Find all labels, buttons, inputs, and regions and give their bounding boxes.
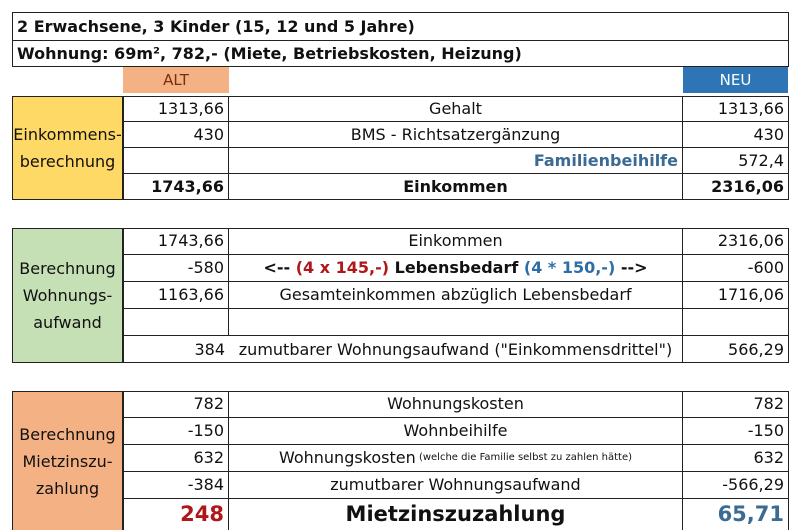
calc-neu: (4 * 150,-): [523, 258, 616, 277]
cell-label: Gesamteinkommen abzüglich Lebensbedarf: [229, 282, 683, 309]
cell-neu-total: 2316,06: [711, 177, 784, 196]
cell-label: Wohnungskosten: [229, 391, 683, 418]
group-label-line: Berechnung: [19, 424, 116, 444]
cell-label-familienbeihilfe: Familienbeihilfe: [229, 148, 683, 174]
cell-alt: 782: [123, 391, 229, 418]
cell-label: BMS - Richtsatzergänzung: [229, 122, 683, 148]
cell-alt: -150: [123, 418, 229, 445]
cell-neu: -566,29: [683, 472, 788, 499]
cell-alt: 1163,66: [123, 282, 229, 309]
cell-neu: 782: [683, 391, 788, 418]
arrow-right-text: -->: [615, 258, 648, 277]
group-label-line: Wohnungs-: [22, 286, 113, 305]
group-label-line: Einkommens-: [13, 125, 122, 144]
block-income-frame: [123, 96, 789, 200]
group-label-line: Mietzinszu-: [22, 451, 113, 471]
cell-neu: 430: [683, 122, 788, 148]
lebensbedarf-label: Lebensbedarf: [389, 258, 524, 277]
cell-neu: 1313,66: [683, 96, 788, 122]
cell-label: Wohnungskosten: [278, 448, 416, 467]
cell-neu: 572,4: [683, 148, 788, 174]
cell-label: zumutbarer Wohnungsaufwand ("Einkommensd…: [229, 336, 683, 363]
cell-alt-total: 1743,66: [123, 174, 229, 200]
cell-neu: -600: [683, 255, 788, 282]
result-neu: 65,71: [717, 502, 784, 526]
cell-neu: 566,29: [728, 339, 784, 359]
result-label: Mietzinszuzahlung: [229, 499, 683, 530]
cell-label-lebensbedarf: <-- (4 x 145,-) Lebensbedarf (4 * 150,-)…: [229, 255, 683, 282]
group-label-line: Berechnung: [19, 259, 116, 278]
cell-label: Einkommen: [229, 228, 683, 255]
cell-label: zumutbarer Wohnungsaufwand: [229, 472, 683, 499]
block-housing-frame: [123, 228, 789, 363]
cell-alt: 430: [123, 122, 229, 148]
cell-neu: 1716,06: [683, 282, 788, 309]
block-rent-frame: [123, 391, 789, 530]
cell-alt: -580: [123, 255, 229, 282]
cell-label-note: (welche die Familie selbst zu zahlen hät…: [415, 452, 633, 463]
cell-neu: 632: [683, 445, 788, 472]
group-label-line: zahlung: [35, 478, 100, 498]
cell-label-with-note: Wohnungskosten (welche die Familie selbs…: [229, 445, 683, 472]
result-alt: 248: [123, 499, 229, 530]
column-header-alt: ALT: [123, 67, 229, 93]
title-apartment: Wohnung: 69m², 782,- (Miete, Betriebskos…: [12, 41, 789, 67]
cell-empty: [229, 309, 683, 336]
arrow-left-text: <--: [263, 258, 296, 277]
cell-alt: -384: [123, 472, 229, 499]
cell-alt: 1313,66: [123, 96, 229, 122]
cell-alt: 632: [123, 445, 229, 472]
group-label-line: berechnung: [19, 152, 116, 171]
cell-alt: 1743,66: [123, 228, 229, 255]
cell-alt: [123, 148, 229, 174]
group-label-housing-expense: Berechnung Wohnungs- aufwand: [12, 228, 123, 363]
cell-alt: 384: [194, 339, 225, 359]
cell-neu: -150: [683, 418, 788, 445]
cell-label: Gehalt: [229, 96, 683, 122]
group-label-rent-subsidy: Berechnung Mietzinszu- zahlung: [12, 391, 123, 530]
cell-label-total: Einkommen: [229, 174, 683, 200]
cell-empty: [123, 309, 229, 336]
calc-alt: (4 x 145,-): [295, 258, 390, 277]
cell-label: Wohnbeihilfe: [229, 418, 683, 445]
cell-neu: 2316,06: [683, 228, 788, 255]
group-label-income: Einkommens- berechnung: [12, 96, 123, 200]
column-header-neu: NEU: [683, 67, 788, 93]
group-label-line: aufwand: [33, 313, 102, 332]
cell-empty: [683, 309, 788, 336]
title-household: 2 Erwachsene, 3 Kinder (15, 12 und 5 Jah…: [12, 12, 789, 41]
